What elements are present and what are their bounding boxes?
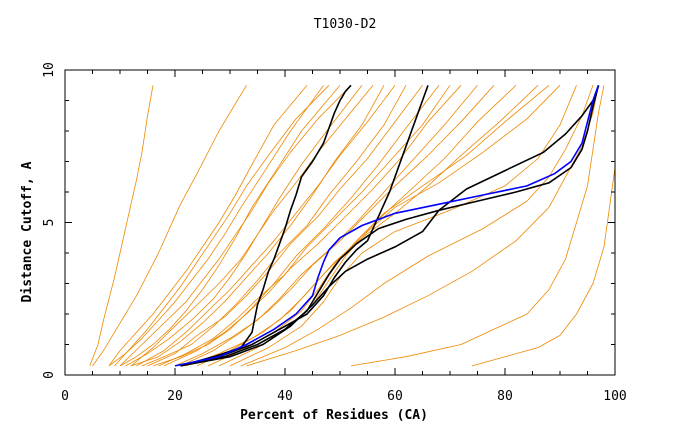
series-line-25 xyxy=(350,85,605,367)
series-line-3 xyxy=(108,85,324,367)
series-line-17 xyxy=(180,85,495,367)
series-layer xyxy=(89,84,616,367)
x-tick-label: 20 xyxy=(167,389,183,404)
series-line-28 xyxy=(180,85,429,367)
chart-title: T1030-D2 xyxy=(314,17,377,32)
series-line-30 xyxy=(180,85,600,367)
y-axis-label: Distance Cutoff, A xyxy=(20,161,35,302)
series-line-16 xyxy=(174,85,478,367)
x-tick-label: 100 xyxy=(603,389,626,404)
series-line-14 xyxy=(158,85,451,367)
series-line-12 xyxy=(147,85,423,367)
series-line-1 xyxy=(92,85,247,367)
series-line-23 xyxy=(240,85,594,367)
series-line-2 xyxy=(108,85,308,367)
x-tick-label: 40 xyxy=(277,389,293,404)
series-line-24 xyxy=(246,85,599,367)
series-line-29 xyxy=(180,85,600,367)
series-line-7 xyxy=(125,85,363,367)
y-tick-label: 5 xyxy=(42,219,57,227)
x-tick-label: 60 xyxy=(387,389,403,404)
series-line-0 xyxy=(89,85,154,367)
series-line-6 xyxy=(119,85,352,367)
series-line-8 xyxy=(130,85,374,367)
y-tick-label: 0 xyxy=(42,371,57,379)
x-axis-label: Percent of Residues (CA) xyxy=(240,408,428,423)
series-line-9 xyxy=(130,85,385,367)
x-tick-label: 80 xyxy=(497,389,513,404)
series-line-13 xyxy=(152,85,440,367)
series-line-5 xyxy=(119,85,341,367)
x-tick-label: 0 xyxy=(61,389,69,404)
y-tick-label: 10 xyxy=(42,62,57,78)
series-line-31 xyxy=(174,85,600,367)
series-line-15 xyxy=(163,85,462,367)
series-line-27 xyxy=(180,84,352,367)
series-line-11 xyxy=(141,85,407,367)
series-line-10 xyxy=(136,85,396,367)
series-line-4 xyxy=(114,85,330,367)
axis-ticks: 0 20 40 60 80 100 0 5 10 xyxy=(42,62,627,404)
